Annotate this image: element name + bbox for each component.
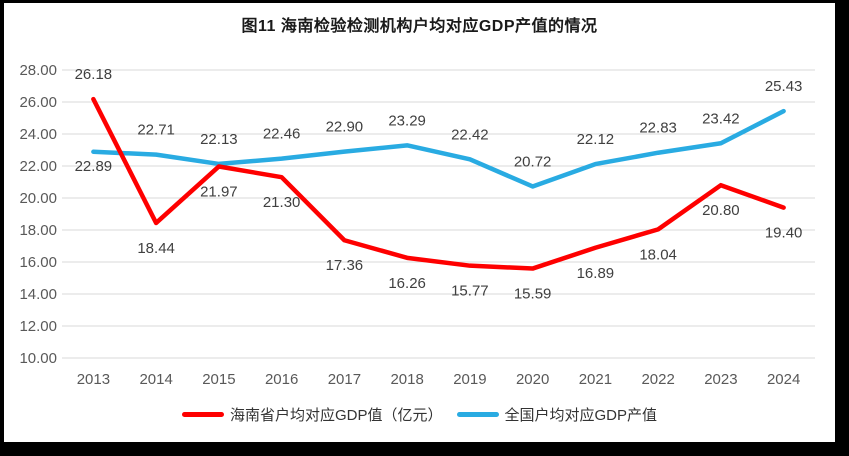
- data-label-national: 22.12: [577, 131, 615, 148]
- data-label-national: 22.89: [75, 158, 113, 175]
- data-label-hainan: 18.04: [639, 246, 677, 263]
- x-tick-label: 2018: [390, 371, 423, 388]
- data-label-national: 22.71: [137, 122, 175, 139]
- data-label-national: 22.42: [451, 126, 489, 143]
- y-tick-label: 20.00: [19, 190, 57, 207]
- series-line-hainan: [91, 96, 786, 271]
- data-label-national: 23.29: [388, 112, 426, 129]
- data-label-hainan: 18.44: [137, 240, 175, 257]
- y-tick-label: 26.00: [19, 94, 57, 111]
- data-label-hainan: 16.26: [388, 275, 426, 292]
- data-label-hainan: 15.77: [451, 283, 489, 300]
- data-label-national: 22.83: [639, 120, 677, 137]
- legend-label-national: 全国户均对应GDP产值: [504, 407, 658, 424]
- legend: 海南省户均对应GDP值（亿元） 全国户均对应GDP产值: [4, 404, 835, 425]
- y-tick-label: 16.00: [19, 254, 57, 271]
- national-series-swatch: [456, 412, 499, 417]
- data-label-national: 23.42: [702, 110, 740, 127]
- y-tick-label: 24.00: [19, 126, 57, 143]
- data-label-national: 22.46: [263, 126, 301, 143]
- y-tick-label: 18.00: [19, 222, 57, 239]
- data-label-national: 22.13: [200, 131, 238, 148]
- data-label-national: 20.72: [514, 153, 552, 170]
- x-tick-label: 2020: [516, 371, 549, 388]
- data-label-hainan: 17.36: [326, 257, 364, 274]
- x-tick-label: 2016: [265, 371, 298, 388]
- legend-item-hainan: 海南省户均对应GDP值（亿元）: [181, 404, 443, 425]
- hainan-series-swatch: [181, 412, 224, 417]
- data-label-hainan: 16.89: [577, 265, 615, 282]
- x-tick-label: 2022: [641, 371, 674, 388]
- y-tick-label: 28.00: [19, 62, 57, 79]
- y-tick-label: 14.00: [19, 286, 57, 303]
- legend-item-national: 全国户均对应GDP产值: [456, 404, 658, 425]
- series-line-national: [91, 108, 786, 189]
- data-label-national: 22.90: [326, 119, 364, 136]
- x-tick-label: 2024: [767, 371, 800, 388]
- chart-title: 图11 海南检验检测机构户均对应GDP产值的情况: [241, 18, 598, 35]
- data-label-hainan: 20.80: [702, 202, 740, 219]
- x-tick-label: 2023: [704, 371, 737, 388]
- data-label-hainan: 19.40: [765, 225, 803, 242]
- data-label-hainan: 21.30: [263, 194, 301, 211]
- data-label-national: 25.43: [765, 78, 803, 95]
- data-label-hainan: 15.59: [514, 286, 552, 303]
- x-tick-label: 2017: [328, 371, 361, 388]
- y-tick-label: 12.00: [19, 318, 57, 335]
- x-tick-label: 2021: [579, 371, 612, 388]
- data-label-hainan: 21.97: [200, 183, 238, 200]
- x-tick-label: 2019: [453, 371, 486, 388]
- legend-label-hainan: 海南省户均对应GDP值（亿元）: [229, 407, 443, 424]
- line-chart-canvas: 28.00 26.00 24.00 22.00 20.00 18.00 16.00 14.00…: [19, 62, 815, 388]
- data-label-hainan: 26.18: [75, 66, 113, 83]
- x-tick-label: 2013: [77, 371, 110, 388]
- y-tick-label: 22.00: [19, 158, 57, 175]
- x-tick-label: 2014: [139, 371, 172, 388]
- x-tick-label: 2015: [202, 371, 235, 388]
- y-tick-label: 10.00: [19, 350, 57, 367]
